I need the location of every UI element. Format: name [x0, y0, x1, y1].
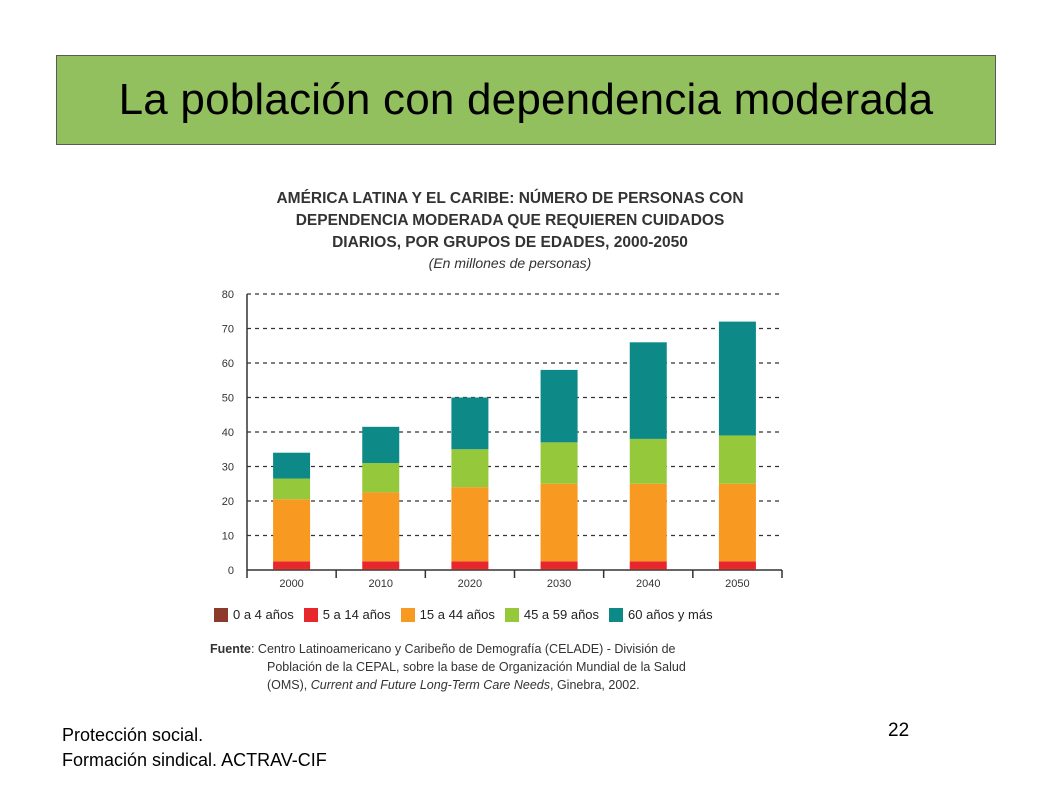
bar-segment — [629, 568, 667, 570]
legend-item: 5 a 14 años — [303, 607, 391, 622]
x-tick-label: 2030 — [547, 578, 571, 590]
x-tick-label: 2050 — [725, 578, 749, 590]
chart-title-line-2: DEPENDENCIA MODERADA QUE REQUIEREN CUIDA… — [295, 212, 725, 229]
bar-segment — [540, 561, 578, 569]
bar-segment — [273, 452, 311, 479]
legend-item: 0 a 4 años — [214, 607, 294, 622]
footer-line-2: Formación sindical. ACTRAV-CIF — [62, 750, 327, 770]
legend-label: 5 a 14 años — [322, 607, 391, 622]
bar-segment — [451, 568, 489, 570]
legend-label: 15 a 44 años — [419, 607, 495, 622]
footer-line-1: Protección social. — [62, 725, 204, 745]
slide-footer: Protección social. Formación sindical. A… — [62, 723, 327, 773]
bar-segment — [451, 487, 489, 562]
bar-segment — [629, 342, 667, 439]
legend-label: 45 a 59 años — [523, 607, 600, 622]
bar-segment — [540, 442, 578, 484]
bar-segment — [718, 483, 756, 562]
bar-segment — [629, 561, 667, 569]
bar-segment — [273, 561, 311, 569]
source-line-1: Fuente: Centro Latinoamericano y Caribeñ… — [210, 642, 676, 656]
legend-swatch — [609, 607, 624, 622]
source-lead: Fuente — [210, 642, 251, 656]
chart-source-note: Fuente: Centro Latinoamericano y Caribeñ… — [210, 640, 820, 694]
bar-segment — [718, 568, 756, 570]
chart-title-line-1: AMÉRICA LATINA Y EL CARIBE: NÚMERO DE PE… — [276, 190, 744, 207]
legend-swatch — [303, 607, 318, 622]
legend-item: 15 a 44 años — [400, 607, 495, 622]
bar-segment — [362, 561, 400, 569]
source-line-2: Población de la CEPAL, sobre la base de … — [267, 660, 686, 674]
legend-swatch — [214, 607, 228, 622]
legend-swatch — [400, 607, 415, 622]
chart-legend: 0 a 4 años 5 a 14 años 15 a 44 años 45 a 59… — [214, 607, 723, 622]
bar-segment — [273, 568, 311, 570]
legend-item: 45 a 59 años — [504, 607, 600, 622]
page-number: 22 — [888, 720, 910, 741]
bar-segment — [718, 435, 756, 484]
bar-segment — [362, 492, 400, 562]
chart-title-line-3: DIARIOS, POR GRUPOS DE EDADES, 2000-2050 — [332, 234, 688, 251]
bar-segment — [629, 438, 667, 484]
bar-segment — [451, 397, 489, 450]
legend-label: 60 años y más — [628, 607, 713, 622]
y-tick-label: 40 — [222, 427, 234, 439]
bar-segment — [362, 426, 400, 464]
x-tick-label: 2020 — [458, 578, 482, 590]
bar-segment — [451, 561, 489, 569]
legend-swatch — [504, 607, 519, 622]
bar-segment — [273, 478, 311, 500]
legend-label: 0 a 4 años — [233, 607, 294, 622]
y-tick-label: 20 — [222, 496, 234, 508]
bar-segment — [362, 568, 400, 570]
y-tick-label: 30 — [222, 462, 234, 474]
y-tick-label: 0 — [228, 565, 234, 577]
x-tick-label: 2010 — [369, 578, 393, 590]
y-tick-label: 80 — [222, 289, 234, 301]
slide-title: La población con dependencia moderada — [118, 75, 934, 124]
bar-segment — [718, 321, 756, 436]
bar-segment — [540, 369, 578, 443]
chart-title: AMÉRICA LATINA Y EL CARIBE: NÚMERO DE PE… — [180, 188, 840, 254]
bar-segment — [273, 499, 311, 562]
source-line-3: (OMS), Current and Future Long-Term Care… — [267, 678, 640, 692]
bar-segment — [362, 463, 400, 493]
bar-segment — [629, 483, 667, 562]
y-tick-label: 10 — [222, 531, 234, 543]
bar-segment — [718, 561, 756, 569]
slide-title-box: La población con dependencia moderada — [56, 55, 996, 145]
bar-segment — [540, 483, 578, 562]
bar-segment — [540, 568, 578, 570]
y-tick-label: 50 — [222, 393, 234, 405]
chart-subtitle: (En millones de personas) — [428, 255, 592, 271]
y-tick-label: 70 — [222, 324, 234, 336]
x-tick-label: 2000 — [279, 578, 303, 590]
y-tick-label: 60 — [222, 358, 234, 370]
legend-item: 60 años y más — [609, 607, 713, 622]
x-tick-label: 2040 — [636, 578, 660, 590]
bar-segment — [451, 449, 489, 488]
